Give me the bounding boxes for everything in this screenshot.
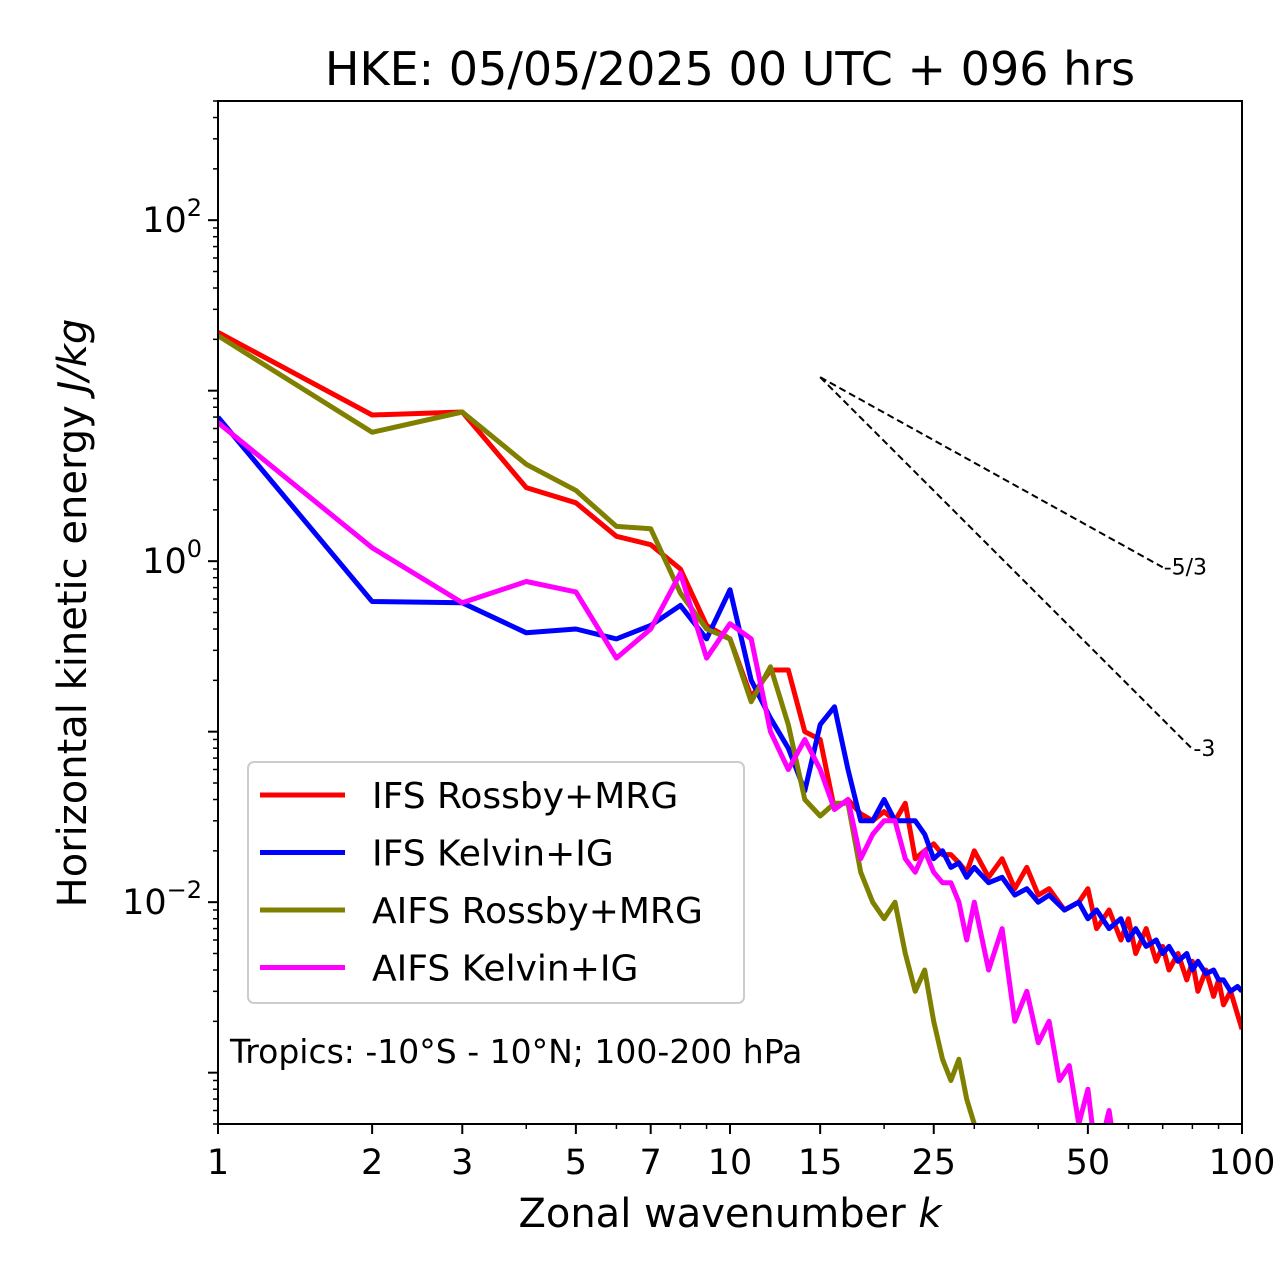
y-tick-label-1: 100 <box>142 535 202 582</box>
legend: IFS Rossby+MRG IFS Kelvin+IG AIFS Rossby+M… <box>247 761 745 1004</box>
x-tick-label-4: 7 <box>640 1143 662 1183</box>
x-tick-label-7: 25 <box>911 1143 956 1183</box>
legend-label-3: AIFS Kelvin+IG <box>372 949 638 990</box>
y-tick-label-2: 10−2 <box>122 876 202 923</box>
series-line-1 <box>218 415 1242 994</box>
y-axis-label: Horizontal kinetic energy J/kg <box>50 319 96 908</box>
legend-label-2: AIFS Rossby+MRG <box>372 891 703 932</box>
legend-label-1: IFS Kelvin+IG <box>372 834 614 875</box>
y-tick-label-0: 102 <box>142 194 202 241</box>
x-tick-label-6: 15 <box>798 1143 843 1183</box>
chart-title: HKE: 05/05/2025 00 UTC + 096 hrs <box>325 42 1135 96</box>
x-tick-label-8: 50 <box>1066 1143 1111 1183</box>
legend-label-0: IFS Rossby+MRG <box>372 776 678 817</box>
series-lines <box>218 330 1242 1124</box>
x-axis-label: Zonal wavenumber k <box>518 1191 943 1237</box>
series-line-2 <box>218 333 978 1124</box>
x-tick-label-5: 10 <box>708 1143 753 1183</box>
x-tick-label-0: 1 <box>207 1143 229 1183</box>
x-tick-label-1: 2 <box>361 1143 383 1183</box>
x-tick-label-3: 5 <box>565 1143 587 1183</box>
axes: 1 2 3 5 7 10 15 25 50 100 102 100 10−2 <box>122 100 1276 1183</box>
series-line-3 <box>218 420 1114 1124</box>
region-annotation: Tropics: -10°S - 10°N; 100-200 hPa <box>229 1032 802 1071</box>
plot-frame <box>217 100 1243 1125</box>
reference-label-0: -5/3 <box>1164 555 1207 580</box>
reference-line-1 <box>819 376 1194 750</box>
reference-line-0 <box>819 376 1164 569</box>
x-tick-label-2: 3 <box>451 1143 473 1183</box>
reference-slopes: -5/3 -3 <box>819 376 1215 762</box>
legend-box <box>247 761 745 1004</box>
reference-label-1: -3 <box>1193 737 1215 762</box>
x-tick-label-9: 100 <box>1209 1143 1276 1183</box>
